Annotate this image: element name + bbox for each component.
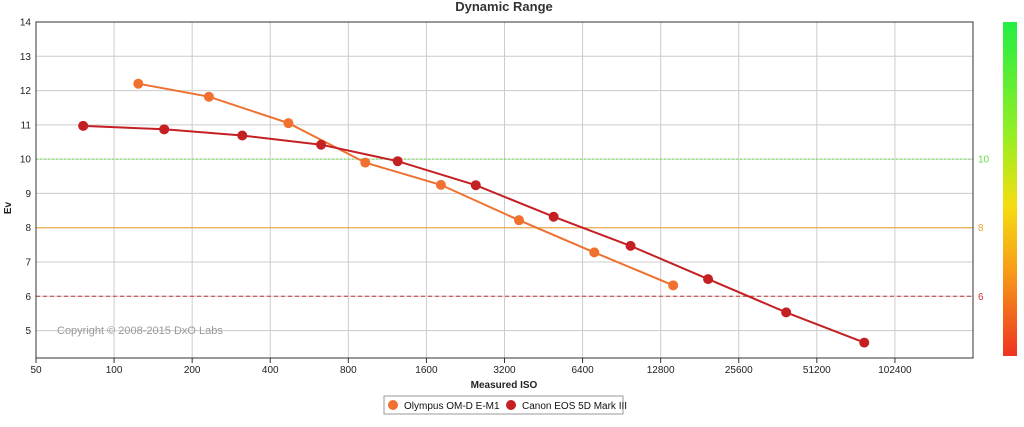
data-point[interactable]: [392, 156, 403, 167]
x-tick-label: 50: [30, 365, 42, 376]
dynamic-range-colorbar: [1003, 22, 1017, 356]
x-tick-label: 100: [106, 365, 123, 376]
x-tick-label: 6400: [571, 365, 594, 376]
data-point[interactable]: [159, 124, 170, 135]
data-point[interactable]: [78, 120, 89, 131]
y-tick-label: 13: [20, 52, 32, 63]
data-point[interactable]: [133, 78, 144, 89]
x-tick-label: 1600: [415, 365, 438, 376]
x-tick-label: 51200: [803, 365, 831, 376]
y-tick-label: 9: [25, 189, 31, 200]
series-line: [138, 82, 674, 287]
y-tick-label: 11: [21, 120, 32, 131]
y-axis-ticks: 5 6 7 8 9 10 11 12 13 14: [20, 18, 32, 338]
legend-marker: [506, 400, 516, 410]
legend-label: Olympus OM-D E-M1: [404, 401, 500, 412]
data-point[interactable]: [435, 179, 446, 190]
data-point[interactable]: [316, 139, 327, 150]
copyright-text: Copyright © 2008-2015 DxO Labs: [57, 325, 223, 337]
legend[interactable]: Olympus OM-D E-M1 Canon EOS 5D Mark III: [383, 395, 627, 415]
y-tick-label: 8: [25, 223, 31, 234]
reference-lines: 10 8 6: [36, 155, 990, 303]
legend-box: [383, 395, 624, 415]
reference-label-8: 8: [978, 223, 984, 234]
x-tick-label: 25600: [725, 365, 753, 376]
y-tick-label: 14: [20, 18, 32, 29]
data-point[interactable]: [470, 180, 481, 191]
x-tick-label: 12800: [647, 365, 675, 376]
data-point[interactable]: [360, 157, 371, 168]
y-axis-title: Ev: [3, 201, 14, 214]
x-tick-label: 200: [184, 365, 201, 376]
data-point[interactable]: [283, 118, 294, 129]
y-tick-label: 5: [25, 326, 31, 337]
series-1: [78, 120, 870, 348]
y-tick-label: 6: [25, 292, 31, 303]
x-axis-title: Measured ISO: [471, 380, 538, 391]
x-tick-label: 800: [340, 365, 357, 376]
data-point[interactable]: [514, 215, 525, 226]
reference-label-10: 10: [978, 155, 990, 166]
legend-label: Canon EOS 5D Mark III: [522, 401, 627, 412]
x-tick-label: 3200: [493, 365, 516, 376]
legend-marker: [388, 400, 398, 410]
y-tick-label: 7: [25, 258, 31, 269]
grid: [35, 21, 973, 358]
y-tick-label: 12: [20, 86, 32, 97]
series: [78, 78, 870, 348]
data-point[interactable]: [668, 280, 679, 291]
data-point[interactable]: [781, 307, 792, 318]
data-point[interactable]: [859, 337, 870, 348]
reference-label-6: 6: [978, 292, 984, 303]
chart-title: Dynamic Range: [455, 0, 553, 14]
x-tick-label: 400: [262, 365, 279, 376]
series-0: [133, 78, 679, 291]
data-point[interactable]: [237, 130, 248, 141]
y-tick-label: 10: [20, 155, 32, 166]
data-point[interactable]: [203, 91, 214, 102]
series-line: [83, 124, 865, 344]
legend-item-0[interactable]: Olympus OM-D E-M1: [388, 400, 500, 412]
x-axis-ticks: 50 100 200 400 800 1600 3200 6400 12800 25600 5120…: [30, 358, 912, 376]
data-point[interactable]: [625, 240, 636, 251]
x-tick-label: 102400: [878, 365, 912, 376]
data-point[interactable]: [703, 274, 714, 285]
data-point[interactable]: [589, 247, 600, 258]
legend-item-1[interactable]: Canon EOS 5D Mark III: [506, 400, 627, 412]
data-point[interactable]: [548, 211, 559, 222]
